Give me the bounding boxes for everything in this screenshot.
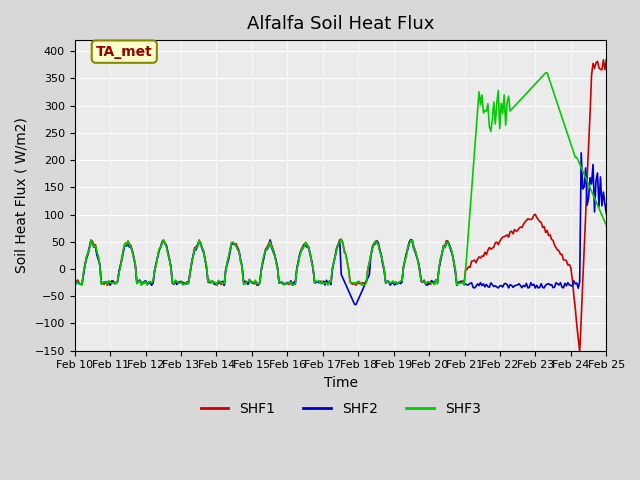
Line: SHF2: SHF2 bbox=[75, 153, 606, 304]
SHF3 bbox=[602, 223, 610, 228]
SHF3 bbox=[229, 240, 237, 245]
SHF1 bbox=[247, 279, 255, 285]
SHF3 bbox=[247, 280, 255, 286]
SHF2 bbox=[602, 211, 610, 217]
SHF1 bbox=[576, 349, 584, 355]
SHF2 bbox=[577, 150, 585, 156]
SHF2 bbox=[303, 244, 311, 250]
SHF3 bbox=[136, 278, 143, 284]
SHF3 bbox=[542, 70, 550, 76]
SHF1 bbox=[256, 280, 264, 286]
Text: TA_met: TA_met bbox=[96, 45, 153, 59]
Y-axis label: Soil Heat Flux ( W/m2): Soil Heat Flux ( W/m2) bbox=[15, 118, 29, 274]
X-axis label: Time: Time bbox=[323, 376, 358, 390]
Line: SHF3: SHF3 bbox=[75, 73, 606, 285]
SHF2 bbox=[574, 285, 582, 291]
Title: Alfalfa Soil Heat Flux: Alfalfa Soil Heat Flux bbox=[247, 15, 434, 33]
SHF1 bbox=[71, 277, 79, 283]
SHF1 bbox=[229, 240, 237, 245]
SHF1 bbox=[136, 277, 143, 283]
SHF2 bbox=[136, 277, 143, 283]
SHF2 bbox=[229, 241, 237, 247]
SHF3 bbox=[71, 279, 79, 285]
SHF2 bbox=[247, 279, 255, 285]
SHF2 bbox=[256, 279, 264, 285]
SHF2 bbox=[71, 278, 79, 284]
SHF1 bbox=[602, 57, 610, 62]
SHF1 bbox=[573, 322, 580, 328]
Line: SHF1: SHF1 bbox=[75, 60, 606, 352]
SHF2 bbox=[351, 301, 358, 307]
Legend: SHF1, SHF2, SHF3: SHF1, SHF2, SHF3 bbox=[195, 396, 486, 421]
SHF1 bbox=[303, 242, 311, 248]
SHF3 bbox=[460, 282, 468, 288]
SHF3 bbox=[303, 242, 311, 248]
SHF3 bbox=[256, 281, 264, 287]
SHF3 bbox=[576, 161, 584, 167]
